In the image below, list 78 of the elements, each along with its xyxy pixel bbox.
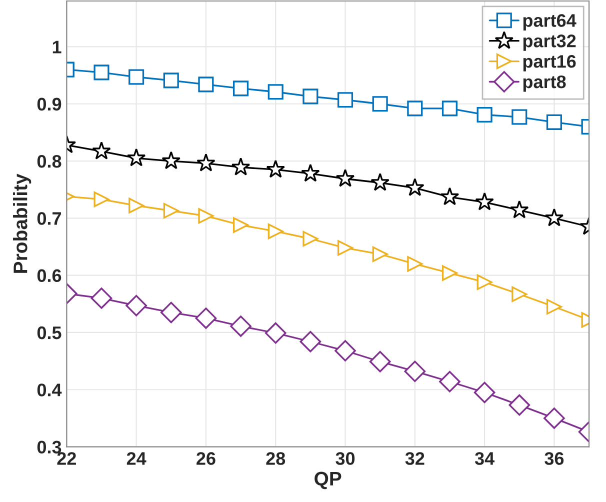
point	[196, 153, 216, 172]
point	[475, 192, 494, 210]
point	[512, 109, 528, 125]
point	[302, 230, 318, 247]
point	[544, 408, 565, 429]
point	[546, 298, 562, 315]
point	[510, 200, 529, 218]
legend-label: part16	[523, 55, 576, 72]
y-tick-label: 0.8	[37, 154, 62, 168]
point	[300, 330, 322, 352]
y-tick-label: 0.5	[37, 326, 62, 340]
y-tick-label: 0.3	[37, 440, 62, 454]
legend-label: part8	[523, 75, 566, 92]
point	[268, 84, 284, 100]
point	[370, 172, 390, 191]
point	[372, 96, 388, 112]
x-tick-label: 36	[544, 452, 564, 465]
point	[163, 72, 179, 88]
point	[128, 198, 144, 214]
legend-label: part64	[523, 14, 576, 30]
point	[476, 106, 492, 123]
point	[94, 192, 110, 208]
x-axis-title: QP	[314, 472, 342, 490]
point	[266, 160, 286, 178]
point	[405, 178, 424, 196]
x-tick-label: 28	[266, 452, 286, 465]
point	[442, 265, 458, 281]
point	[440, 187, 460, 206]
x-tick-label: 32	[405, 452, 424, 465]
point	[268, 224, 284, 240]
point	[264, 322, 286, 344]
point	[233, 217, 249, 233]
point	[439, 370, 460, 392]
point	[302, 88, 318, 104]
point	[163, 202, 179, 219]
point	[94, 64, 110, 80]
point	[195, 308, 217, 329]
y-tick-label: 0.4	[37, 384, 62, 396]
y-axis-title: Probability	[13, 174, 32, 273]
point	[126, 148, 146, 166]
y-tick-label: 1	[52, 40, 62, 54]
point	[92, 141, 111, 160]
x-tick-label: 26	[196, 452, 216, 465]
point	[336, 168, 355, 187]
point	[233, 80, 249, 96]
point	[404, 360, 426, 382]
x-tick-label: 30	[336, 452, 355, 465]
x-tick-label: 24	[126, 452, 146, 465]
point	[198, 208, 214, 224]
point	[337, 240, 354, 256]
point	[508, 394, 530, 416]
point	[372, 246, 388, 262]
point	[162, 151, 181, 170]
point	[230, 316, 252, 337]
point	[544, 208, 564, 226]
point	[160, 302, 182, 324]
y-tick-label: 0.7	[37, 212, 62, 225]
point	[442, 100, 458, 116]
point	[126, 294, 147, 316]
point	[369, 350, 391, 372]
x-tick-label: 22	[57, 452, 76, 465]
point	[198, 76, 214, 92]
legend-label: part32	[523, 34, 576, 51]
point	[407, 256, 423, 272]
point	[128, 69, 144, 85]
point	[301, 164, 320, 182]
point	[474, 382, 496, 404]
point	[337, 92, 354, 108]
point	[231, 157, 250, 176]
x-tick-label: 34	[474, 452, 495, 465]
point	[334, 340, 356, 362]
point	[546, 114, 562, 130]
y-tick-label: 0.6	[37, 269, 62, 282]
point	[476, 274, 492, 290]
point	[512, 286, 528, 302]
y-tick-label: 0.9	[37, 98, 62, 111]
point	[407, 100, 423, 116]
point	[90, 288, 112, 309]
